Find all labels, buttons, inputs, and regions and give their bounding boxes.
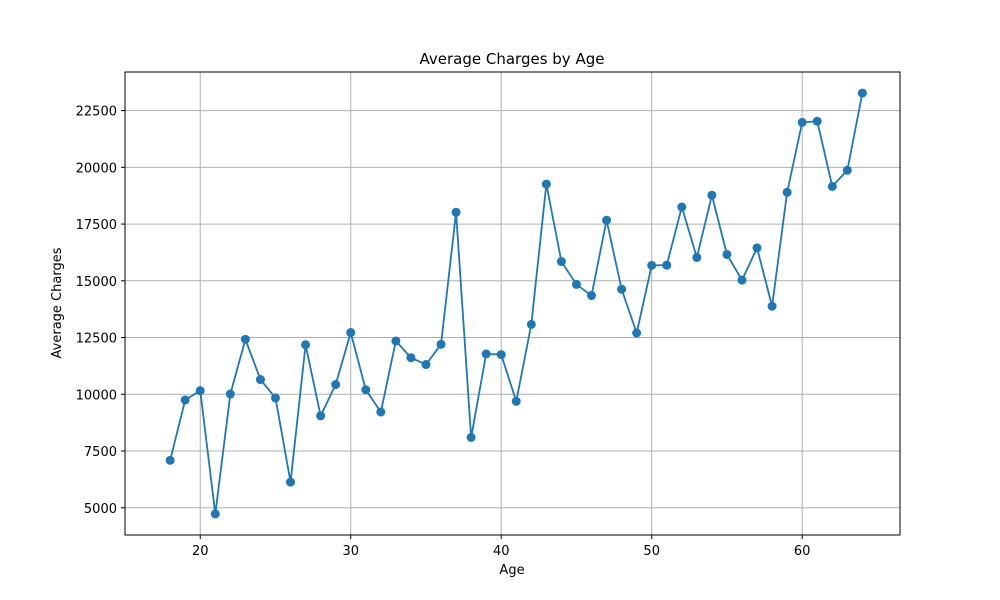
data-point	[361, 385, 371, 395]
data-point	[331, 380, 341, 390]
data-point	[752, 243, 762, 253]
data-point	[180, 395, 190, 405]
x-axis-label: Age	[499, 563, 524, 578]
data-point	[391, 336, 401, 346]
data-point	[406, 353, 416, 363]
y-tick-label: 12500	[76, 332, 117, 347]
x-tick-label: 30	[342, 544, 359, 559]
data-point	[812, 116, 822, 126]
y-axis-label: Average Charges	[50, 247, 65, 358]
data-point	[571, 279, 581, 289]
data-point	[255, 375, 265, 385]
data-point	[481, 349, 491, 359]
x-tick-label: 50	[643, 544, 660, 559]
data-point	[165, 455, 175, 465]
y-axis-ticks: 5000 7500 10000 12500 15000 17500 20000 22500	[76, 105, 125, 517]
x-tick-label: 60	[794, 544, 811, 559]
data-point	[707, 190, 717, 200]
data-point	[270, 393, 280, 403]
y-tick-label: 5000	[84, 502, 117, 517]
data-point	[436, 339, 446, 349]
data-point	[376, 407, 386, 417]
data-point	[421, 360, 431, 370]
x-axis-ticks: 20 30 40 50 60	[192, 535, 810, 559]
data-point	[541, 179, 551, 189]
data-point	[857, 88, 867, 98]
data-point	[602, 215, 612, 225]
data-point	[556, 257, 566, 267]
y-tick-label: 20000	[76, 161, 117, 176]
data-point	[451, 207, 461, 217]
data-point	[496, 350, 506, 360]
y-tick-label: 10000	[76, 388, 117, 403]
data-point	[647, 260, 657, 270]
data-point	[692, 252, 702, 262]
data-point	[842, 165, 852, 175]
series-layer	[165, 88, 867, 519]
y-tick-label: 22500	[76, 105, 117, 120]
x-tick-label: 40	[493, 544, 510, 559]
data-point	[316, 411, 326, 421]
data-point	[677, 202, 687, 212]
data-point	[195, 386, 205, 396]
data-point	[225, 389, 235, 399]
y-tick-label: 17500	[76, 218, 117, 233]
data-point	[632, 328, 642, 338]
data-point	[240, 334, 250, 344]
x-tick-label: 20	[192, 544, 209, 559]
data-point	[286, 477, 296, 487]
y-tick-label: 15000	[76, 275, 117, 290]
y-tick-label: 7500	[84, 445, 117, 460]
data-point	[301, 340, 311, 350]
data-point	[737, 275, 747, 285]
chart-title: Average Charges by Age	[420, 50, 605, 68]
data-point	[617, 284, 627, 294]
data-point	[782, 187, 792, 197]
plot-frame	[124, 71, 901, 536]
data-point	[511, 396, 521, 406]
data-point	[346, 328, 356, 338]
data-point	[797, 117, 807, 127]
data-point	[210, 509, 220, 519]
data-point	[662, 260, 672, 270]
data-point	[587, 291, 597, 301]
data-point	[767, 301, 777, 311]
data-point	[466, 432, 476, 442]
data-point	[526, 319, 536, 329]
data-point	[722, 249, 732, 259]
grid-lines	[125, 72, 900, 535]
data-point	[827, 181, 837, 191]
